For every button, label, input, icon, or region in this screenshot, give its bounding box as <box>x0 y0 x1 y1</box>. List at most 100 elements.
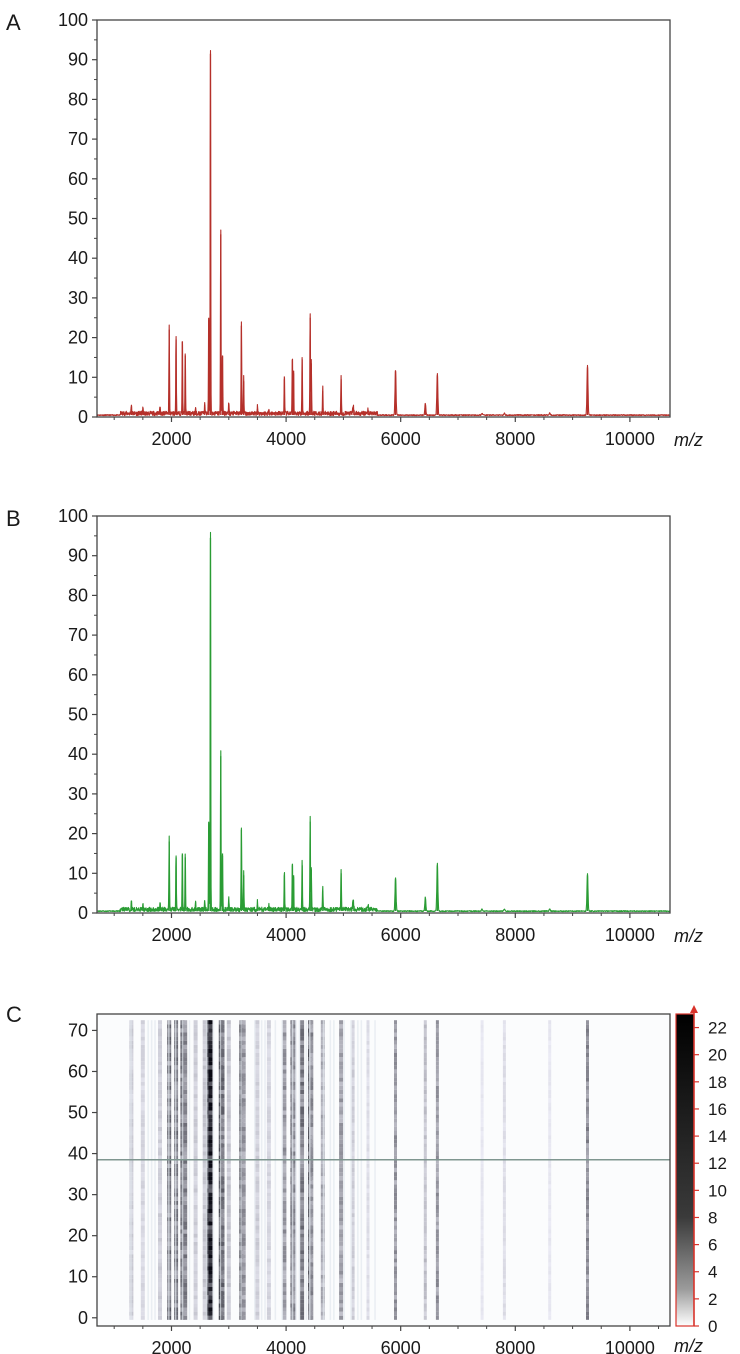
heatmap-cell <box>282 1196 287 1201</box>
heatmap-cell <box>291 1278 296 1283</box>
heatmap-cell <box>226 1274 231 1279</box>
heatmap-cell <box>208 1057 213 1062</box>
heatmap-cell <box>423 1020 427 1025</box>
heatmap-cell <box>291 1221 296 1226</box>
heatmap-cell <box>394 1114 397 1119</box>
heatmap-cell <box>193 1159 198 1164</box>
heatmap-cell <box>435 1077 439 1082</box>
heatmap-cell <box>158 1307 162 1312</box>
heatmap-cell <box>140 1020 145 1025</box>
heatmap-cell <box>202 1270 207 1275</box>
heatmap-cell <box>291 1098 296 1103</box>
panel-b-x-tick-label: 6000 <box>381 925 421 945</box>
heatmap-background-column <box>147 1020 149 1320</box>
heatmap-cell <box>480 1245 484 1251</box>
heatmap-cell <box>183 1172 188 1177</box>
heatmap-cell <box>226 1270 231 1275</box>
heatmap-cell <box>351 1184 355 1189</box>
heatmap-cell <box>183 1245 188 1251</box>
heatmap-cell <box>435 1122 439 1127</box>
heatmap-cell <box>220 1126 225 1132</box>
heatmap-cell <box>183 1036 188 1041</box>
heatmap-cell <box>183 1192 188 1197</box>
heatmap-cell <box>140 1053 145 1058</box>
heatmap-cell <box>208 1155 213 1160</box>
heatmap-cell <box>502 1122 506 1127</box>
heatmap-cell <box>255 1040 260 1045</box>
heatmap-cell <box>351 1250 355 1255</box>
heatmap-cell <box>220 1053 225 1058</box>
heatmap-cell <box>351 1020 355 1025</box>
heatmap-cell <box>158 1217 162 1222</box>
heatmap-cell <box>423 1159 427 1164</box>
heatmap-cell <box>158 1040 162 1045</box>
heatmap-cell <box>220 1192 225 1197</box>
heatmap-cell <box>241 1118 246 1123</box>
heatmap-cell <box>480 1057 484 1062</box>
heatmap-cell <box>241 1225 246 1230</box>
heatmap-cell <box>291 1176 296 1181</box>
heatmap-cell <box>351 1241 355 1246</box>
heatmap-cell <box>220 1061 225 1066</box>
heatmap-cell <box>202 1094 207 1099</box>
heatmap-cell <box>202 1299 207 1304</box>
heatmap-cell <box>158 1061 162 1066</box>
heatmap-cell <box>480 1307 484 1312</box>
heatmap-cell <box>480 1028 484 1033</box>
heatmap-cell <box>502 1135 506 1140</box>
heatmap-cell <box>220 1131 225 1136</box>
heatmap-cell <box>266 1241 271 1246</box>
heatmap-cell <box>435 1188 439 1193</box>
heatmap-cell <box>140 1040 145 1045</box>
heatmap-cell <box>339 1291 344 1296</box>
heatmap-cell <box>309 1237 314 1242</box>
heatmap-cell <box>193 1118 198 1123</box>
heatmap-cell <box>291 1110 296 1115</box>
heatmap-cell <box>202 1114 207 1119</box>
heatmap-cell <box>183 1155 188 1160</box>
heatmap-cell <box>435 1184 439 1189</box>
heatmap-cell <box>158 1032 162 1037</box>
heatmap-cell <box>255 1114 260 1119</box>
heatmap-cell <box>202 1258 207 1263</box>
heatmap-cell <box>351 1307 355 1312</box>
heatmap-cell <box>282 1151 287 1156</box>
heatmap-cell <box>266 1258 271 1263</box>
heatmap-cell <box>309 1299 314 1304</box>
heatmap-cell <box>266 1077 271 1082</box>
heatmap-cell <box>158 1184 162 1189</box>
heatmap-cell <box>193 1163 198 1168</box>
heatmap-cell <box>282 1155 287 1160</box>
heatmap-cell <box>423 1307 427 1312</box>
heatmap-cell <box>366 1167 370 1173</box>
heatmap-cell <box>226 1020 231 1025</box>
heatmap-cell <box>158 1094 162 1099</box>
heatmap-cell <box>158 1299 162 1304</box>
heatmap-cell <box>394 1131 397 1136</box>
heatmap-cell <box>226 1250 231 1255</box>
heatmap-cell <box>394 1106 397 1111</box>
heatmap-cell <box>423 1315 427 1320</box>
heatmap-cell <box>586 1110 589 1115</box>
heatmap-cell <box>282 1098 287 1103</box>
heatmap-cell <box>300 1237 305 1242</box>
heatmap-cell <box>502 1020 506 1025</box>
heatmap-cell <box>480 1048 484 1054</box>
heatmap-cell <box>435 1262 439 1267</box>
heatmap-cell <box>394 1094 397 1099</box>
heatmap-cell <box>435 1102 439 1107</box>
heatmap-cell <box>183 1159 188 1164</box>
heatmap-cell <box>502 1250 506 1255</box>
heatmap-cell <box>366 1061 370 1066</box>
heatmap-cell <box>193 1094 198 1099</box>
heatmap-cell <box>193 1315 198 1320</box>
heatmap-cell <box>226 1048 231 1054</box>
heatmap-cell <box>255 1110 260 1115</box>
heatmap-cell <box>255 1036 260 1041</box>
heatmap-cell <box>548 1036 552 1041</box>
heatmap-cell <box>255 1315 260 1320</box>
heatmap-cell <box>394 1135 397 1140</box>
heatmap-cell <box>255 1196 260 1201</box>
heatmap-cell <box>226 1241 231 1246</box>
heatmap-cell <box>423 1151 427 1156</box>
